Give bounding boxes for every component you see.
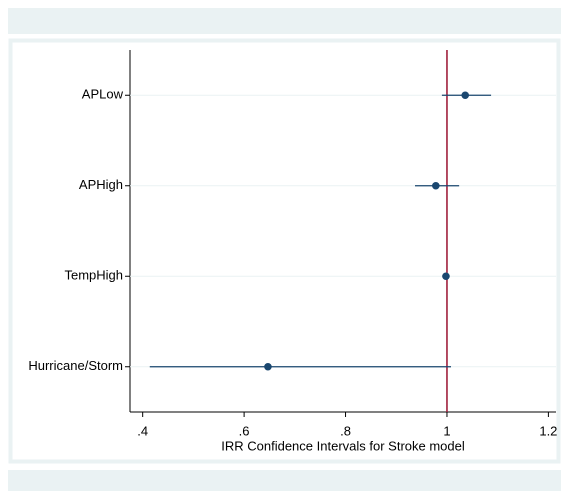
y-tick-label: APLow: [82, 87, 124, 102]
bottom-band: [8, 470, 561, 491]
x-tick-label: 1.2: [539, 423, 557, 438]
x-tick-label: 1: [443, 423, 450, 438]
x-axis-title: IRR Confidence Intervals for Stroke mode…: [221, 438, 465, 453]
x-tick-label: .4: [137, 423, 148, 438]
point-estimate: [264, 362, 272, 371]
y-tick-label: TempHigh: [64, 268, 123, 283]
point-estimate: [432, 181, 440, 190]
point-estimate: [442, 272, 450, 281]
y-tick-label: Hurricane/Storm: [28, 358, 123, 373]
x-tick-label: .8: [340, 423, 351, 438]
plot-frame: [8, 38, 561, 464]
top-band: [8, 8, 561, 34]
point-estimate: [461, 91, 470, 100]
x-tick-label: .6: [239, 423, 250, 438]
y-tick-label: APHigh: [79, 177, 123, 192]
